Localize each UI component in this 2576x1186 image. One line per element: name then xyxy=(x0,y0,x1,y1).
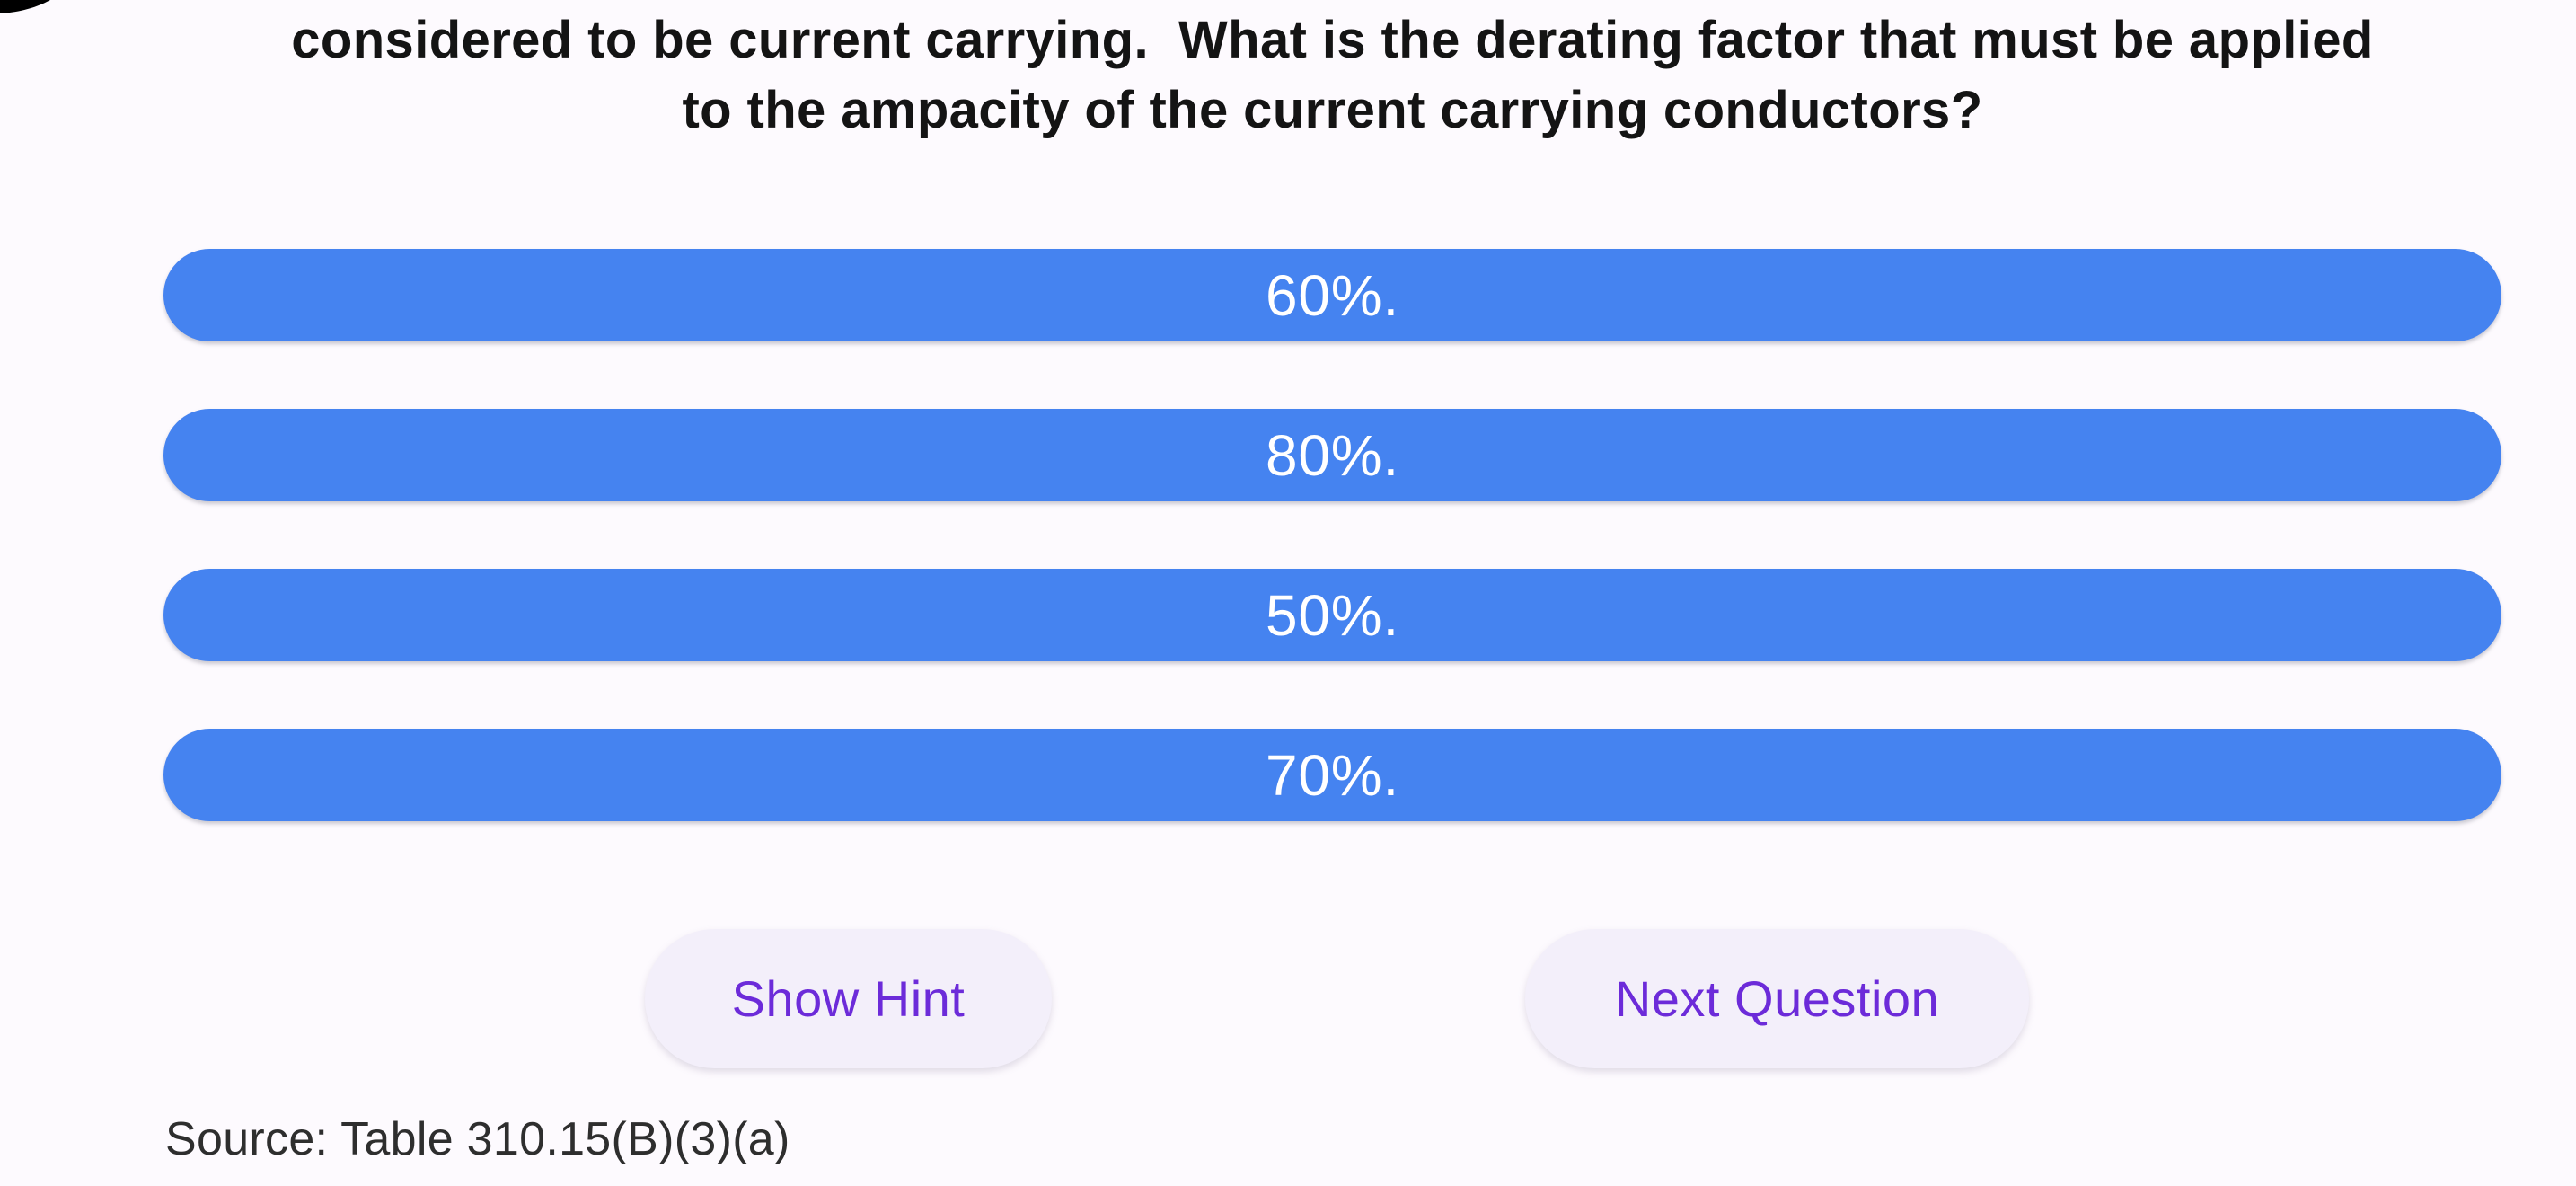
answer-option-60[interactable]: 60%. xyxy=(163,249,2501,341)
question-line-2: to the ampacity of the current carrying … xyxy=(682,81,1983,139)
answer-option-50[interactable]: 50%. xyxy=(163,569,2501,661)
question-text: considered to be current carrying. What … xyxy=(163,5,2501,146)
quiz-card: considered to be current carrying. What … xyxy=(163,0,2501,1186)
question-line-1: considered to be current carrying. What … xyxy=(291,11,2374,69)
show-hint-button[interactable]: Show Hint xyxy=(645,929,1052,1068)
answer-option-80[interactable]: 80%. xyxy=(163,409,2501,501)
answer-option-70[interactable]: 70%. xyxy=(163,729,2501,821)
source-citation: Source: Table 310.15(B)(3)(a) xyxy=(165,1113,790,1165)
corner-artifact xyxy=(0,0,54,18)
next-question-button[interactable]: Next Question xyxy=(1525,929,2029,1068)
